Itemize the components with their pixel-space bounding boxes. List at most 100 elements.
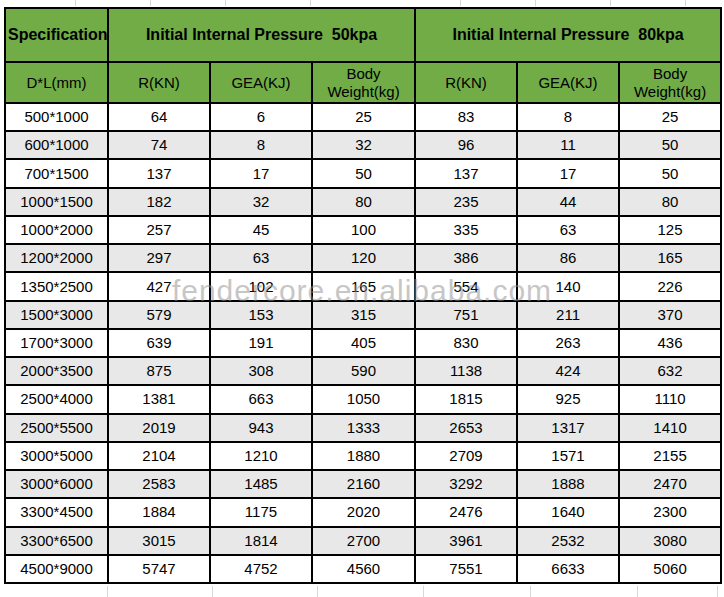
- value-cell: 943: [210, 414, 312, 442]
- table-row: 3000*5000210412101880270915712155: [5, 442, 721, 470]
- margin-gridline: [637, 586, 638, 597]
- value-cell: 80: [619, 188, 721, 216]
- value-cell: 25: [619, 103, 721, 131]
- value-cell: 1317: [517, 414, 619, 442]
- value-cell: 4560: [312, 555, 415, 583]
- value-cell: 2019: [108, 414, 210, 442]
- value-cell: 925: [517, 385, 619, 413]
- value-cell: 2583: [108, 470, 210, 498]
- value-cell: 3961: [415, 527, 517, 555]
- value-cell: 663: [210, 385, 312, 413]
- value-cell: 32: [210, 188, 312, 216]
- value-cell: 137: [108, 159, 210, 187]
- margin-gridline: [310, 0, 311, 6]
- spec-cell: 1000*2000: [5, 216, 108, 244]
- table-row: 4500*9000574747524560755166335060: [5, 555, 721, 583]
- value-cell: 1888: [517, 470, 619, 498]
- value-cell: 96: [415, 131, 517, 159]
- value-cell: 83: [415, 103, 517, 131]
- table-row: 700*150013717501371750: [5, 159, 721, 187]
- value-cell: 2653: [415, 414, 517, 442]
- screenshot-canvas: SpecificationInitial Internal Pressure 5…: [0, 0, 724, 597]
- value-cell: 579: [108, 301, 210, 329]
- value-cell: 2470: [619, 470, 721, 498]
- value-cell: 226: [619, 272, 721, 300]
- value-cell: 102: [210, 272, 312, 300]
- value-cell: 1814: [210, 527, 312, 555]
- value-cell: 50: [312, 159, 415, 187]
- value-cell: 86: [517, 244, 619, 272]
- value-cell: 335: [415, 216, 517, 244]
- spec-cell: 700*1500: [5, 159, 108, 187]
- table-row: 1500*3000579153315751211370: [5, 301, 721, 329]
- spec-cell: 3000*5000: [5, 442, 108, 470]
- table-row: 1200*20002976312038686165: [5, 244, 721, 272]
- spec-cell: 1500*3000: [5, 301, 108, 329]
- table-row: 3300*6500301518142700396125323080: [5, 527, 721, 555]
- value-cell: 1485: [210, 470, 312, 498]
- value-cell: 2709: [415, 442, 517, 470]
- value-cell: 80: [312, 188, 415, 216]
- value-cell: 1571: [517, 442, 619, 470]
- margin-gridline: [610, 0, 611, 6]
- header-group-cell: Specification: [5, 8, 108, 62]
- column-header-cell: Body Weight(kg): [312, 62, 415, 103]
- margin-gridline: [212, 586, 213, 597]
- table-row: 1000*150018232802354480: [5, 188, 721, 216]
- value-cell: 424: [517, 357, 619, 385]
- value-cell: 8: [210, 131, 312, 159]
- fender-spec-table: SpecificationInitial Internal Pressure 5…: [4, 7, 722, 584]
- table-row: 2000*35008753085901138424632: [5, 357, 721, 385]
- value-cell: 120: [312, 244, 415, 272]
- value-cell: 2160: [312, 470, 415, 498]
- header-group-cell: Initial Internal Pressure 50kpa: [108, 8, 415, 62]
- value-cell: 554: [415, 272, 517, 300]
- column-header-cell: D*L(mm): [5, 62, 108, 103]
- value-cell: 875: [108, 357, 210, 385]
- spec-cell: 2000*3500: [5, 357, 108, 385]
- margin-gridline: [685, 0, 686, 6]
- value-cell: 32: [312, 131, 415, 159]
- value-cell: 165: [619, 244, 721, 272]
- value-cell: 17: [517, 159, 619, 187]
- value-cell: 5060: [619, 555, 721, 583]
- value-cell: 427: [108, 272, 210, 300]
- value-cell: 1381: [108, 385, 210, 413]
- margin-gridline: [460, 0, 461, 6]
- value-cell: 1050: [312, 385, 415, 413]
- value-cell: 182: [108, 188, 210, 216]
- margin-gridline: [535, 0, 536, 6]
- spec-cell: 1700*3000: [5, 329, 108, 357]
- value-cell: 639: [108, 329, 210, 357]
- value-cell: 50: [619, 159, 721, 187]
- value-cell: 17: [210, 159, 312, 187]
- margin-gridline: [717, 586, 718, 597]
- spec-cell: 2500*5500: [5, 414, 108, 442]
- value-cell: 2300: [619, 498, 721, 526]
- value-cell: 137: [415, 159, 517, 187]
- value-cell: 153: [210, 301, 312, 329]
- value-cell: 125: [619, 216, 721, 244]
- value-cell: 2532: [517, 527, 619, 555]
- spec-cell: 1350*2500: [5, 272, 108, 300]
- value-cell: 3015: [108, 527, 210, 555]
- table-row: 500*10006462583825: [5, 103, 721, 131]
- value-cell: 405: [312, 329, 415, 357]
- value-cell: 8: [517, 103, 619, 131]
- margin-gridline: [530, 586, 531, 597]
- value-cell: 74: [108, 131, 210, 159]
- value-cell: 6633: [517, 555, 619, 583]
- value-cell: 386: [415, 244, 517, 272]
- value-cell: 2020: [312, 498, 415, 526]
- table-row: 3300*4500188411752020247616402300: [5, 498, 721, 526]
- margin-gridline: [317, 586, 318, 597]
- value-cell: 308: [210, 357, 312, 385]
- column-header-cell: Body Weight(kg): [619, 62, 721, 103]
- spec-cell: 2500*4000: [5, 385, 108, 413]
- column-header-cell: R(KN): [415, 62, 517, 103]
- value-cell: 830: [415, 329, 517, 357]
- column-header-cell: R(KN): [108, 62, 210, 103]
- value-cell: 100: [312, 216, 415, 244]
- value-cell: 1640: [517, 498, 619, 526]
- value-cell: 2104: [108, 442, 210, 470]
